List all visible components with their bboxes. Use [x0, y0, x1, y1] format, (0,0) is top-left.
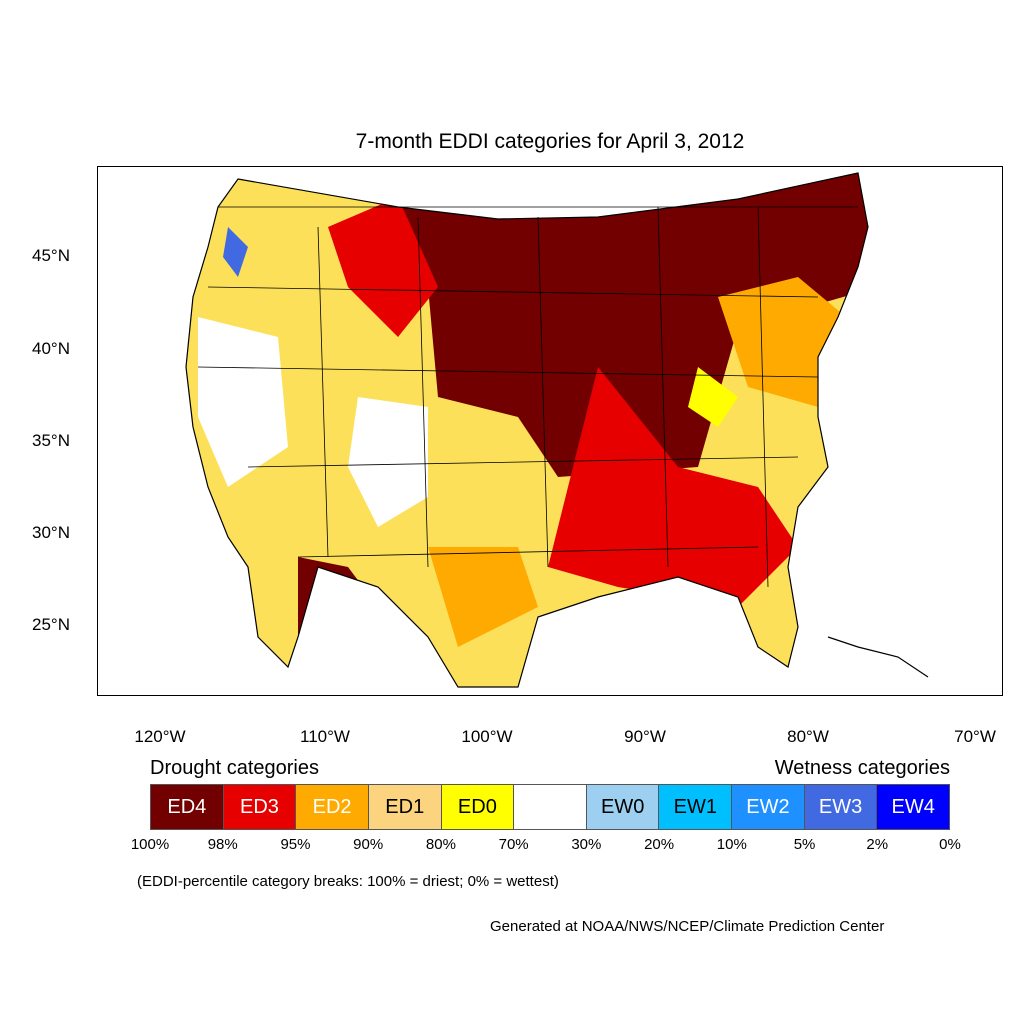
percent-break-label: 98%: [207, 836, 238, 853]
percent-break-label: 2%: [866, 836, 889, 853]
state-borders: [197, 206, 858, 588]
legend-box-ew4: EW4: [877, 784, 951, 830]
category-note: (EDDI-percentile category breaks: 100% =…: [137, 873, 559, 890]
legend-box-ed2: ED2: [296, 784, 369, 830]
percent-break-label: 100%: [130, 836, 170, 853]
legend-box-ed0: ED0: [441, 784, 515, 830]
legend-colorbar: ED4 ED3 ED2 ED1 ED0 EW0 EW1 EW2 EW3 EW4: [150, 784, 951, 830]
percent-break-label: 5%: [793, 836, 816, 853]
eddi-map: [185, 172, 929, 688]
lon-label-90: 90°W: [624, 727, 666, 746]
legend-box-ed3: ED3: [223, 784, 297, 830]
percent-break-label: 10%: [716, 836, 747, 853]
lat-label-30: 30°N: [32, 523, 70, 542]
percent-break-label: 80%: [425, 836, 456, 853]
percent-break-label: 95%: [280, 836, 311, 853]
legend-box-ed1: ED1: [368, 784, 442, 830]
coastline-islands: [827, 636, 929, 678]
percent-break-label: 90%: [353, 836, 384, 853]
lon-label-70: 70°W: [954, 727, 996, 746]
lon-label-100: 100°W: [461, 727, 513, 746]
legend-box-neutral: [514, 784, 587, 830]
wetness-heading: Wetness categories: [774, 757, 950, 779]
map-panel: [97, 166, 1003, 696]
percent-break-label: 20%: [644, 836, 675, 853]
percent-break-label: 70%: [498, 836, 529, 853]
lon-label-110: 110°W: [300, 727, 350, 746]
lat-label-40: 40°N: [32, 339, 70, 358]
legend-box-ew3: EW3: [804, 784, 878, 830]
drought-heading: Drought categories: [150, 757, 319, 779]
percent-break-label: 0%: [939, 836, 961, 853]
map-title: 7-month EDDI categories for April 3, 201…: [355, 130, 745, 153]
lat-label-45: 45°N: [32, 246, 70, 265]
lon-label-120: 120°W: [134, 727, 186, 746]
credit-line: Generated at NOAA/NWS/NCEP/Climate Predi…: [490, 918, 885, 935]
lat-label-35: 35°N: [32, 431, 70, 450]
percent-break-label: 30%: [571, 836, 602, 853]
legend-box-ew2: EW2: [732, 784, 805, 830]
legend-box-ew1: EW1: [659, 784, 733, 830]
legend-box-ed4: ED4: [150, 784, 224, 830]
legend-box-ew0: EW0: [586, 784, 660, 830]
lat-label-25: 25°N: [32, 615, 70, 634]
lon-label-80: 80°W: [787, 727, 829, 746]
